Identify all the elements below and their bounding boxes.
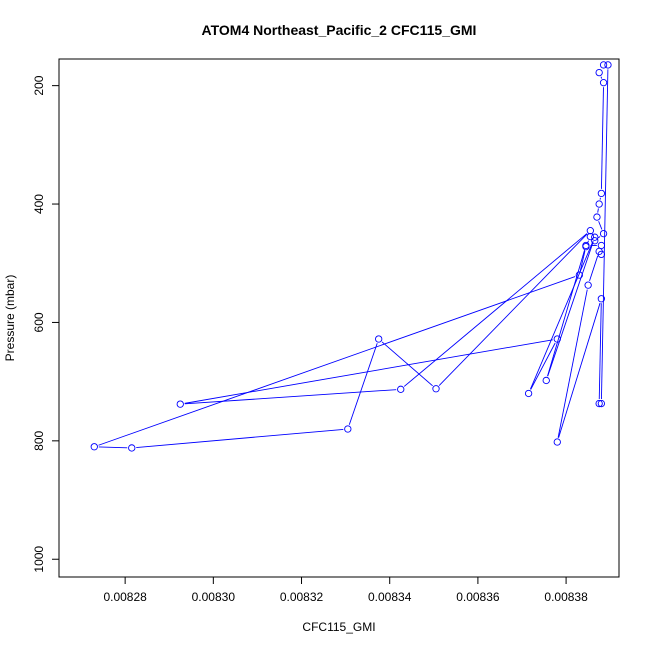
x-tick-label: 0.00836: [456, 590, 500, 604]
x-tick-label: 0.00832: [280, 590, 324, 604]
data-point: [524, 389, 533, 398]
y-axis-label: Pressure (mbar): [3, 275, 17, 362]
chart-title: ATOM4 Northeast_Pacific_2 CFC115_GMI: [202, 22, 477, 38]
series-segment: [597, 236, 601, 239]
data-point: [599, 79, 608, 87]
series-segment: [598, 303, 602, 400]
series-segment: [136, 428, 344, 448]
data-point: [595, 399, 603, 408]
y-tick-label: 200: [32, 75, 46, 95]
series-segment: [381, 341, 433, 387]
data-point: [595, 247, 603, 256]
x-tick-label: 0.00828: [103, 590, 147, 604]
data-point: [595, 68, 603, 77]
data-point: [591, 233, 599, 241]
data-point: [604, 61, 612, 69]
series-segment: [589, 255, 599, 282]
data-point: [344, 425, 352, 433]
data-point: [599, 229, 608, 238]
series-segment: [529, 241, 594, 390]
series-segment: [403, 233, 588, 387]
data-point: [582, 241, 590, 250]
series-segment: [184, 389, 397, 405]
x-tick-label: 0.00838: [544, 590, 588, 604]
data-point: [584, 281, 592, 289]
series-segment: [601, 69, 609, 400]
series-segment: [579, 250, 586, 271]
data-point: [542, 376, 550, 385]
y-tick-label: 800: [32, 431, 46, 451]
series-segment: [98, 276, 576, 446]
x-axis: 0.00828 0.00830 0.00832 0.00834 0.00836 0.008…: [103, 576, 588, 604]
y-tick-label: 600: [32, 312, 46, 332]
data-point: [586, 232, 594, 241]
data-point: [90, 443, 98, 451]
series-layer: [90, 61, 612, 452]
data-point: [176, 400, 184, 408]
data-point: [599, 61, 608, 69]
data-point: [553, 335, 561, 343]
series-segment: [601, 87, 604, 189]
data-point: [375, 335, 383, 343]
y-axis: 200 400 600 800 1000: [32, 75, 60, 573]
series-segment: [184, 339, 553, 404]
series-segment: [598, 221, 603, 230]
plot-frame: [58, 58, 620, 578]
data-point: [597, 399, 606, 408]
series-segment: [600, 76, 603, 79]
series-segment: [530, 342, 556, 390]
series-segment: [547, 241, 594, 377]
y-tick-label: 400: [32, 194, 46, 214]
series-segment: [438, 233, 588, 386]
series-segment: [348, 343, 378, 425]
series-segment: [557, 289, 588, 438]
data-point: [575, 271, 583, 279]
y-tick-label: 1000: [32, 546, 46, 573]
data-point: [128, 444, 136, 452]
data-point: [591, 237, 599, 245]
x-tick-label: 0.00834: [368, 590, 412, 604]
x-tick-label: 0.00830: [192, 590, 236, 604]
data-point: [432, 385, 440, 393]
series-segment: [597, 208, 599, 213]
series-segment: [98, 446, 128, 449]
series-segment: [558, 302, 601, 438]
data-point: [553, 438, 561, 446]
data-point: [593, 213, 601, 221]
series-segment: [587, 240, 589, 243]
data-point: [595, 200, 603, 208]
data-point: [597, 295, 606, 303]
series-segment: [547, 249, 586, 377]
data-point: [597, 241, 606, 250]
data-point: [586, 227, 594, 235]
data-point: [597, 189, 606, 198]
x-axis-label: CFC115_GMI: [302, 620, 375, 634]
data-point: [397, 385, 405, 393]
